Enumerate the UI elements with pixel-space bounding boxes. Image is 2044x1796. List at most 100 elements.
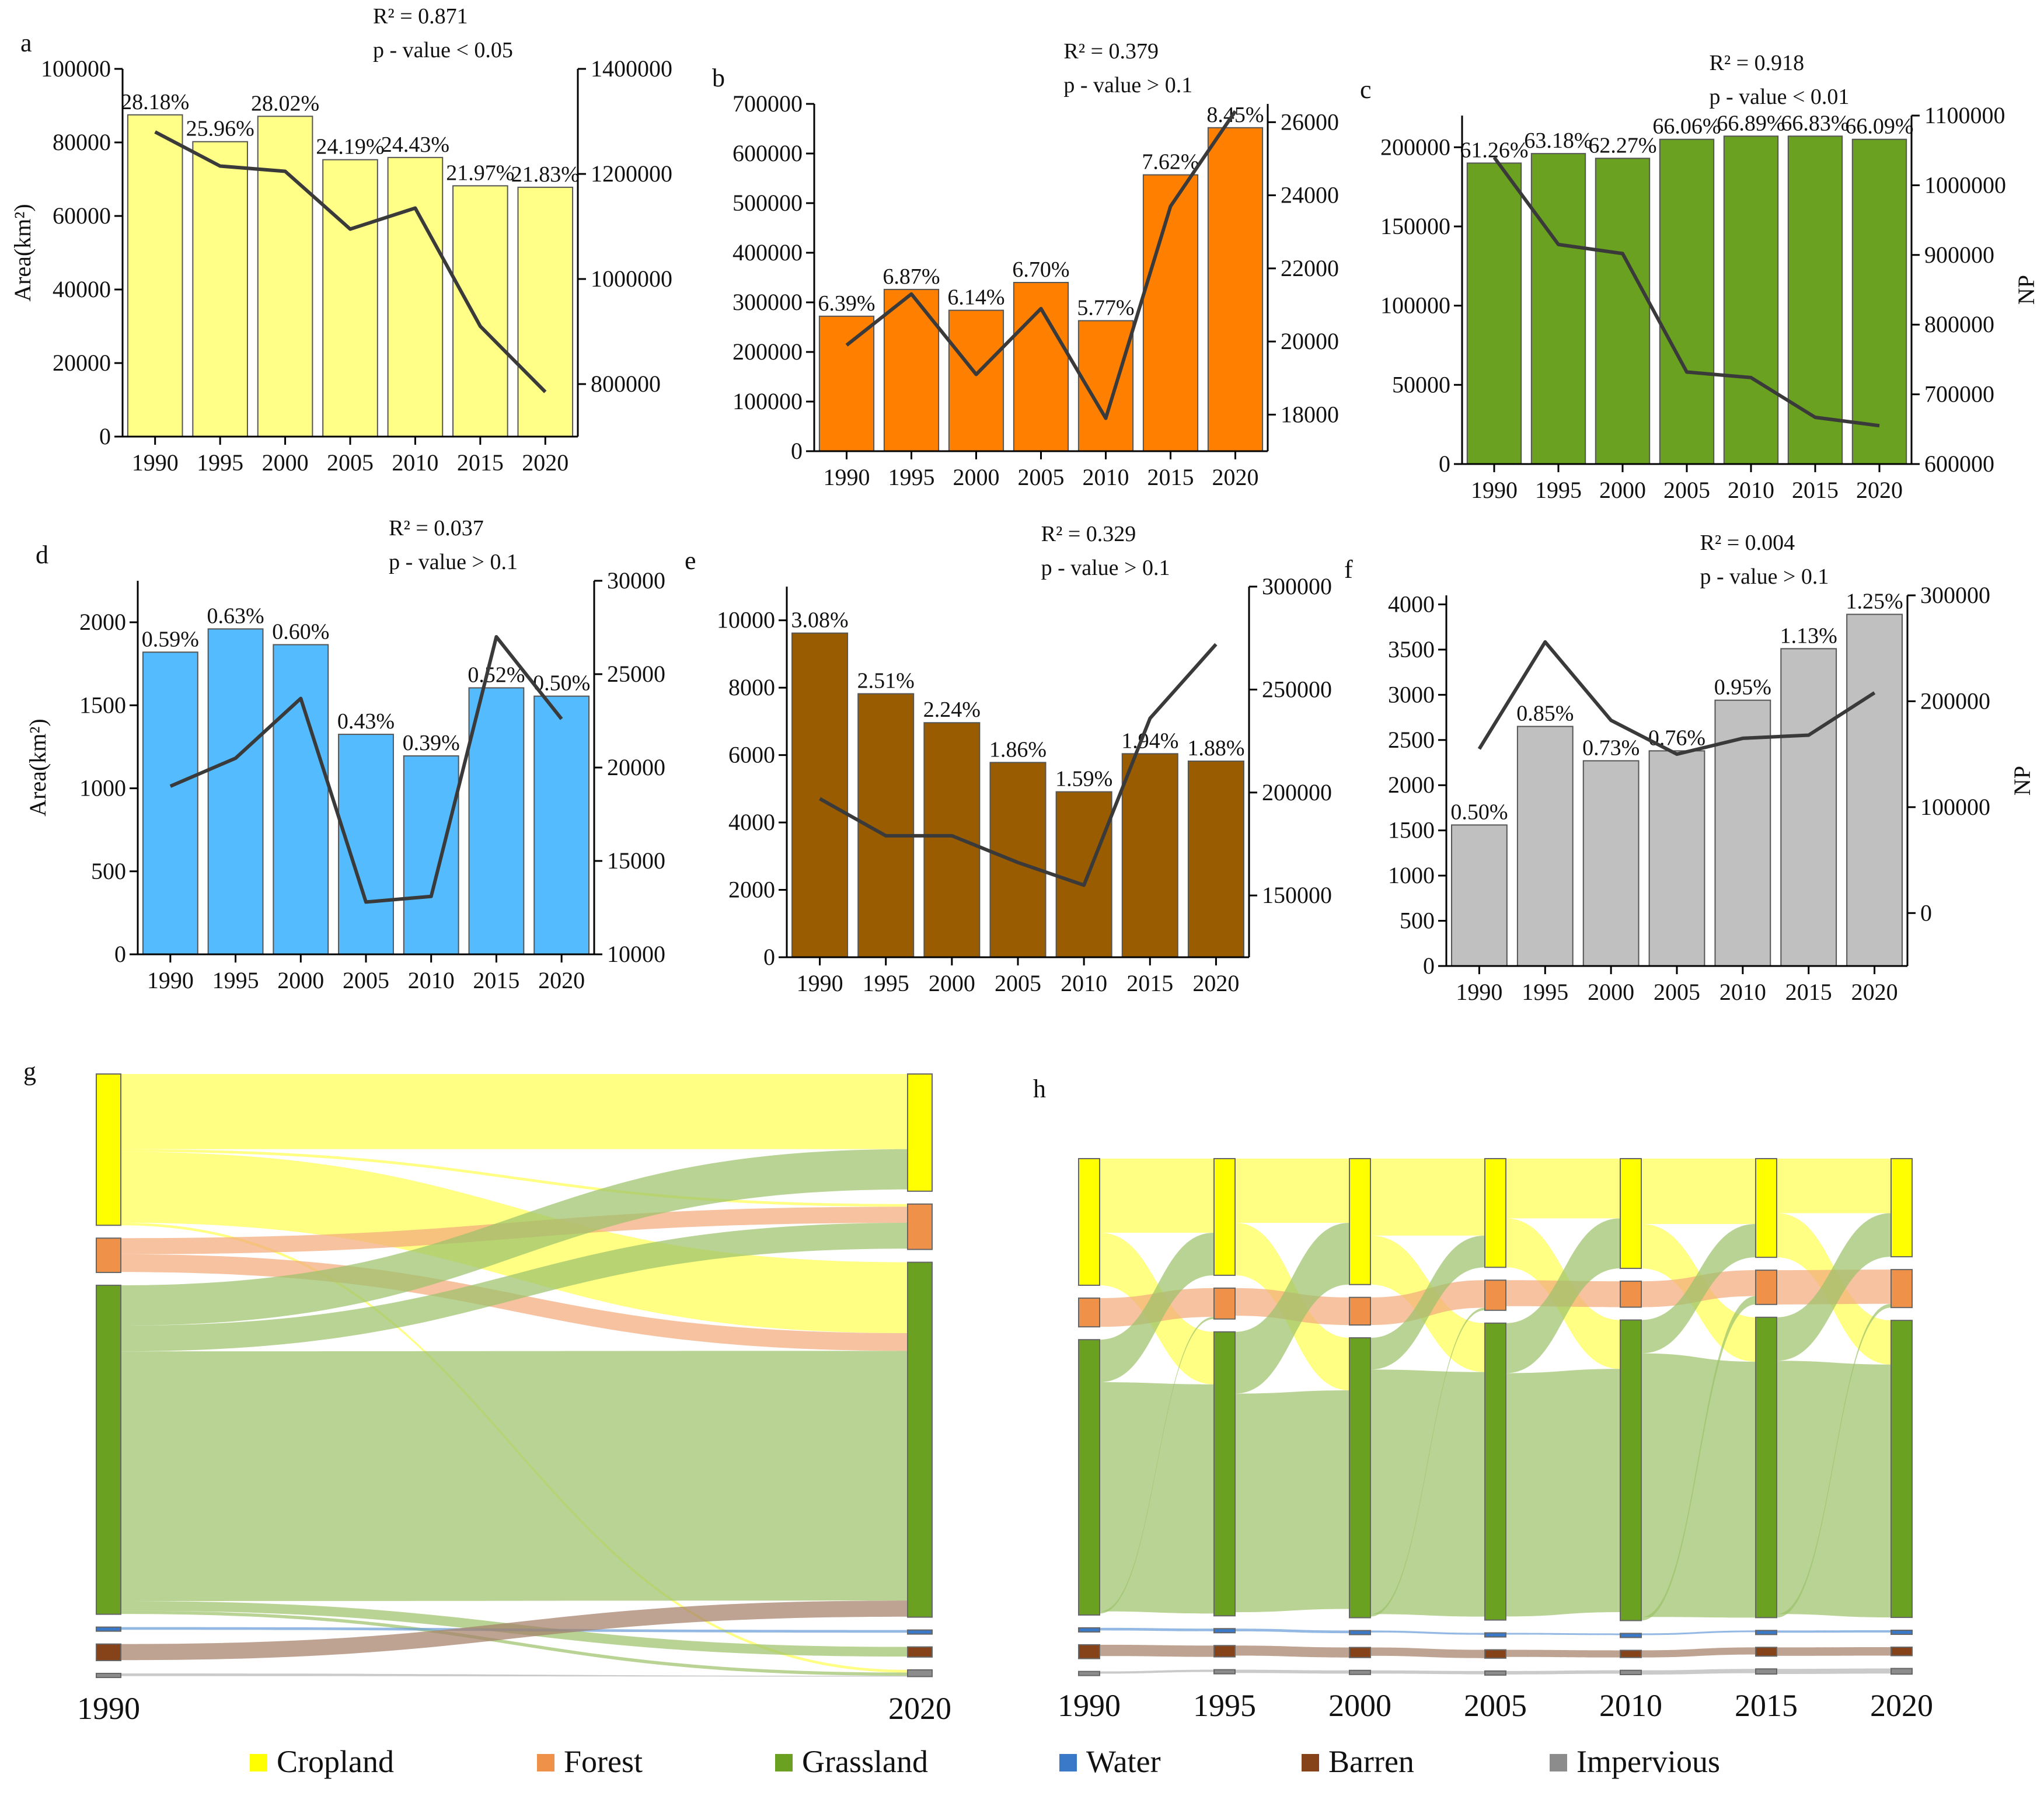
- bar-c-2015: [1787, 135, 1843, 465]
- bar-b-2000: [948, 309, 1004, 452]
- panel-b: 6.39% 6.87% 6.14% 6.70% 5.77% 7.62% 8.45% 0 1000…: [712, 39, 1339, 490]
- x-tick-label-f: 2020: [1851, 979, 1898, 1005]
- bar-line-panels: 28.18% 25.96%28.02% 24.19%24.43% 21.97%21.8…: [9, 4, 2039, 1005]
- y2-tick-label-b: 24000: [1281, 182, 1339, 208]
- node-h-forest-1990: [1078, 1297, 1100, 1328]
- y-tick-label-c: 0: [1439, 451, 1450, 477]
- y-tick-label-c: 150000: [1380, 213, 1450, 239]
- y-tick-label-c: 100000: [1380, 292, 1450, 319]
- node-h-barren-1990: [1078, 1644, 1100, 1659]
- y-tick-label-f: 3500: [1388, 636, 1435, 662]
- y-tick-label-d: 0: [114, 941, 126, 967]
- flow-h-barren-to-barren: [1370, 1647, 1485, 1658]
- y-tick-label-e: 8000: [728, 674, 775, 700]
- np-line-a: [154, 130, 547, 393]
- y-tick-label-b: 500000: [733, 190, 803, 216]
- bar-label-a-2020: 21.83%: [511, 162, 580, 187]
- bar-c-2010: [1723, 135, 1779, 465]
- year-label-h: 2000: [1328, 1688, 1391, 1723]
- y-tick-label-f: 4000: [1388, 591, 1435, 617]
- bar-label-c-1995: 63.18%: [1524, 128, 1592, 153]
- y2-tick-label-f: 100000: [1920, 794, 1990, 820]
- bar-e-2010: [1055, 791, 1112, 958]
- y2-tick-label-a: 800000: [591, 371, 661, 397]
- bar-label-e-1995: 2.51%: [857, 669, 915, 693]
- bar-b-2020: [1207, 127, 1264, 452]
- bar-label-b-2020: 8.45%: [1206, 103, 1264, 127]
- x-tick-label-a: 2020: [522, 449, 568, 476]
- bar-f-2000: [1582, 760, 1640, 967]
- y-tick-label-f: 2000: [1388, 772, 1435, 798]
- y-tick-label-d: 1500: [79, 692, 126, 718]
- y-tick-label-e: 10000: [717, 607, 775, 633]
- bar-label-c-2000: 62.27%: [1588, 133, 1656, 158]
- y-tick-label-f: 1500: [1388, 817, 1435, 843]
- node-h-impervious-2010: [1620, 1669, 1642, 1675]
- bar-a-1990: [127, 114, 183, 437]
- y2-axis-title-f: NP: [2009, 766, 2035, 796]
- y2-tick-label-a: 1400000: [591, 55, 672, 82]
- x-tick-label-a: 2000: [262, 449, 309, 476]
- bar-e-2005: [989, 762, 1047, 958]
- x-tick-label-a: 2005: [327, 449, 374, 476]
- x-tick-label-b: 1995: [888, 464, 935, 490]
- node-g-barren-1990: [96, 1643, 121, 1661]
- node-h-barren-2015: [1755, 1647, 1777, 1657]
- flow-h-grassland-to-forest: [1641, 1296, 1756, 1621]
- bar-label-b-2000: 6.14%: [947, 285, 1004, 310]
- bar-label-c-2010: 66.89%: [1717, 111, 1785, 135]
- year-label-h: 2015: [1735, 1688, 1798, 1723]
- panel-e: 3.08% 2.51% 2.24% 1.86% 1.59% 1.94% 1.88% 0 2000…: [685, 522, 1332, 996]
- sankey-nodes-h: 1990 1995 2000 2005 2010 2015 2020: [1058, 1158, 1933, 1723]
- bar-f-1995: [1516, 726, 1574, 967]
- legend-label-cropland: Cropland: [277, 1744, 394, 1779]
- year-label-g: 2020: [888, 1691, 951, 1726]
- x-tick-label-c: 2010: [1728, 477, 1774, 503]
- panel-letter-d: d: [36, 540, 48, 569]
- sankey-panel-h: 1990 1995 2000 2005 2010 2015 2020 h: [1033, 1075, 1933, 1723]
- node-h-forest-2010: [1620, 1281, 1642, 1308]
- bar-c-1995: [1530, 153, 1586, 465]
- x-tick-label-c: 2005: [1663, 477, 1710, 503]
- bar-label-b-1990: 6.39%: [818, 291, 875, 316]
- y-axis-title-a: Area(km²): [9, 204, 36, 301]
- bar-label-a-2015: 21.97%: [446, 161, 514, 185]
- node-h-water-1995: [1213, 1628, 1236, 1634]
- bar-label-c-2020: 66.09%: [1845, 114, 1913, 139]
- bar-e-2020: [1187, 761, 1244, 958]
- bar-e-2000: [923, 722, 981, 958]
- bar-label-a-1990: 28.18%: [121, 90, 189, 114]
- x-tick-label-b: 2005: [1018, 464, 1065, 490]
- year-label-g: 1990: [77, 1691, 140, 1726]
- node-g-water-2020: [907, 1629, 933, 1635]
- node-g-grassland-2020: [907, 1261, 933, 1618]
- flow-h-barren-to-barren: [1506, 1649, 1620, 1658]
- flow-g-cropland-to-cropland: [121, 1074, 908, 1149]
- panel-letter-c: c: [1360, 75, 1372, 104]
- x-tick-label-d: 2015: [473, 967, 519, 993]
- bar-label-b-1995: 6.87%: [883, 264, 940, 289]
- x-tick-label-c: 1995: [1535, 477, 1582, 503]
- flow-h-cropland-to-cropland: [1506, 1159, 1620, 1219]
- x-tick-label-e: 2000: [929, 970, 975, 996]
- flow-h-cropland-to-cropland: [1641, 1159, 1756, 1224]
- y-tick-label-e: 0: [763, 944, 775, 970]
- node-h-cropland-2015: [1755, 1158, 1777, 1258]
- flow-g-grassland-to-impervious: [121, 1610, 908, 1676]
- flow-h-water-to-water: [1777, 1630, 1891, 1633]
- node-h-water-2015: [1755, 1630, 1777, 1635]
- x-tick-label-e: 2015: [1126, 970, 1173, 996]
- panel-letter-f: f: [1344, 555, 1353, 584]
- bar-label-e-1990: 3.08%: [791, 608, 848, 633]
- y-tick-label-a: 100000: [41, 55, 111, 82]
- bar-f-1990: [1451, 824, 1508, 967]
- bar-label-d-2005: 0.43%: [337, 709, 395, 734]
- y2-tick-label-b: 20000: [1281, 328, 1339, 354]
- panel-letter-a: a: [20, 29, 32, 57]
- flow-h-water-to-water: [1235, 1628, 1349, 1634]
- flow-g-grassland-to-grassland: [121, 1351, 908, 1602]
- flow-g-impervious-to-impervious: [121, 1673, 908, 1677]
- y-tick-label-a: 80000: [53, 129, 111, 155]
- y-tick-label-e: 6000: [728, 742, 775, 768]
- bar-c-2020: [1851, 138, 1907, 465]
